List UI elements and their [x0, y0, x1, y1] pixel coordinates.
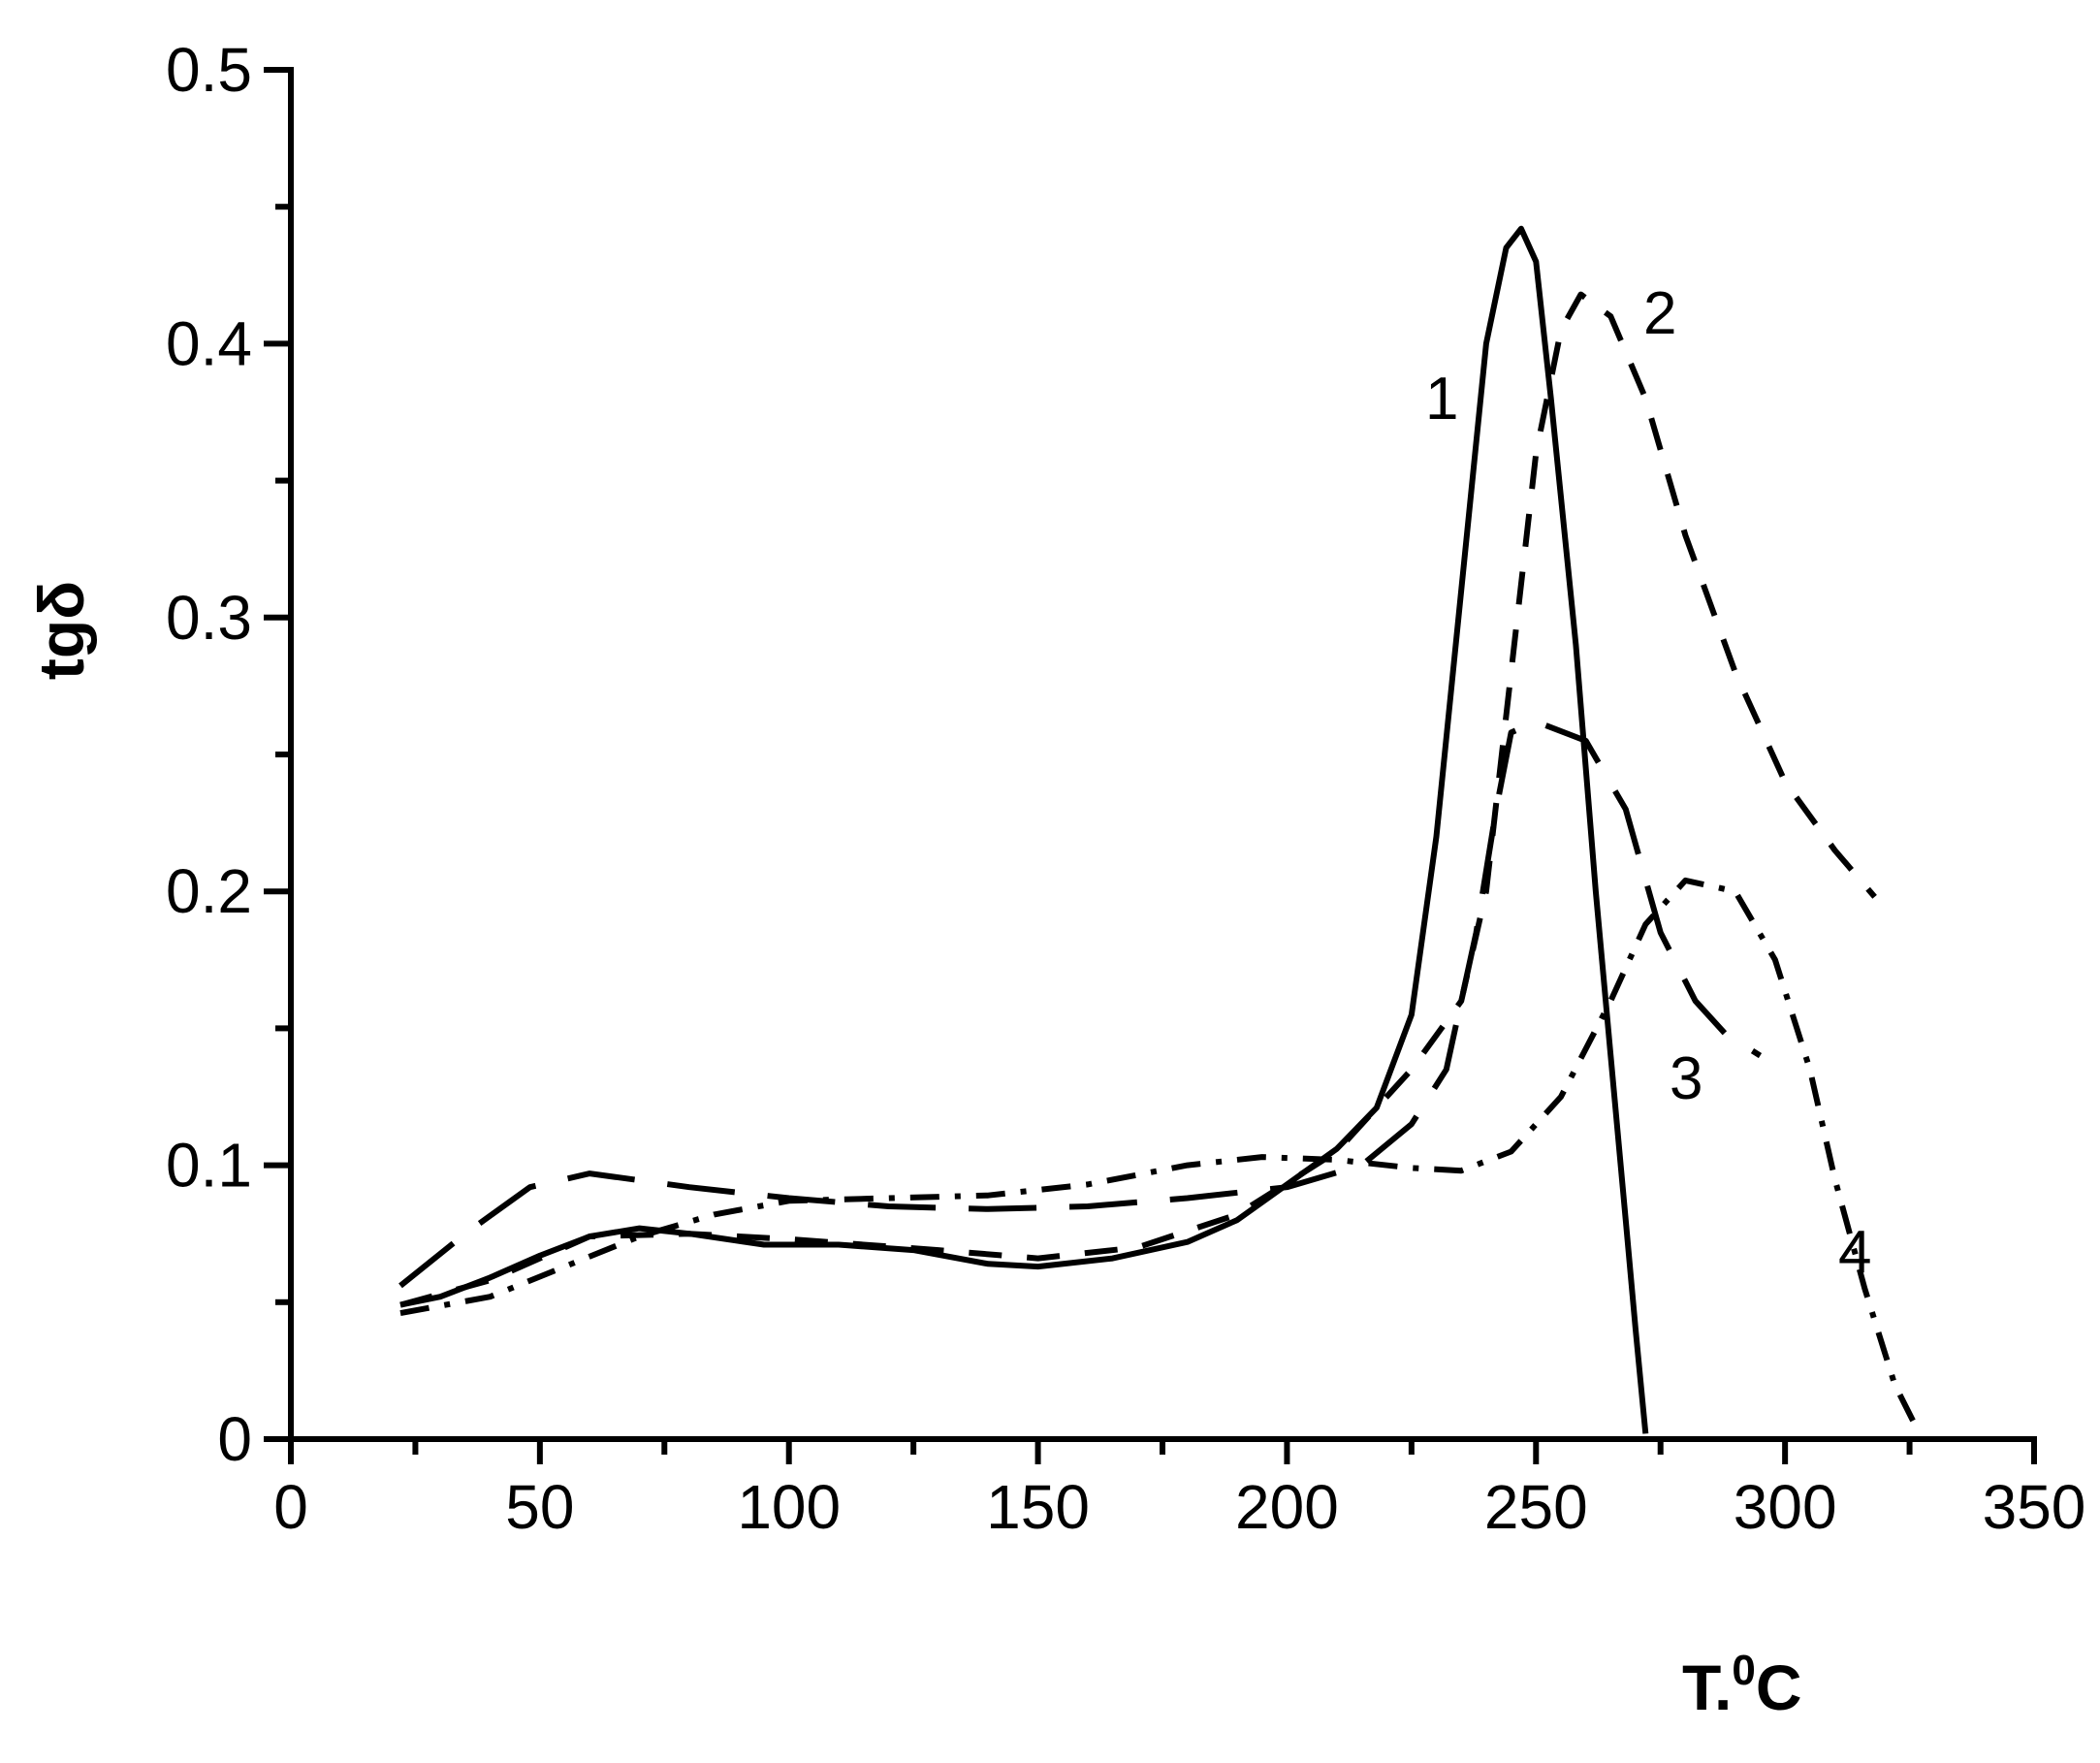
series-3-line — [398, 719, 1763, 1289]
axes-layer: 0 50 100 150 200 250 300 350 0 0.1 0.2 0.3 0.4 0.5 — [166, 35, 2085, 1542]
x-tick-label: 200 — [1235, 1472, 1339, 1542]
y-tick-label: 0.1 — [166, 1131, 252, 1201]
y-axis-title: tgδ — [25, 581, 97, 680]
y-tick-label: 0.5 — [166, 35, 252, 105]
y-tick-label: 0.3 — [166, 583, 252, 653]
x-axis-title-superscript: 0 — [1732, 1647, 1755, 1694]
series-4-line — [399, 877, 1923, 1435]
series-2-line — [399, 291, 1877, 1308]
y-tick-label: 0.4 — [166, 308, 252, 378]
series-layer — [398, 225, 1923, 1435]
x-tick-label: 250 — [1484, 1472, 1588, 1542]
x-tick-label: 0 — [273, 1472, 308, 1542]
x-tick-label: 350 — [1983, 1472, 2086, 1542]
y-tick-label: 0.2 — [166, 856, 252, 926]
series-1-line — [399, 225, 1649, 1434]
x-axis-title-unit: C — [1756, 1651, 1802, 1723]
series-3-label: 3 — [1670, 1045, 1702, 1112]
x-axis-title-main: T. — [1682, 1651, 1732, 1723]
y-tick-label: 0 — [217, 1404, 252, 1474]
series-2-label: 2 — [1643, 280, 1676, 347]
x-axis-title: T.0C — [1682, 1647, 1802, 1723]
x-tick-label: 150 — [986, 1472, 1090, 1542]
series-1-label: 1 — [1425, 366, 1458, 433]
label-layer: 1 2 3 4 — [1425, 280, 1871, 1286]
x-tick-label: 50 — [505, 1472, 574, 1542]
series-4-label: 4 — [1838, 1219, 1871, 1286]
x-tick-label: 300 — [1734, 1472, 1837, 1542]
x-tick-label: 100 — [737, 1472, 841, 1542]
